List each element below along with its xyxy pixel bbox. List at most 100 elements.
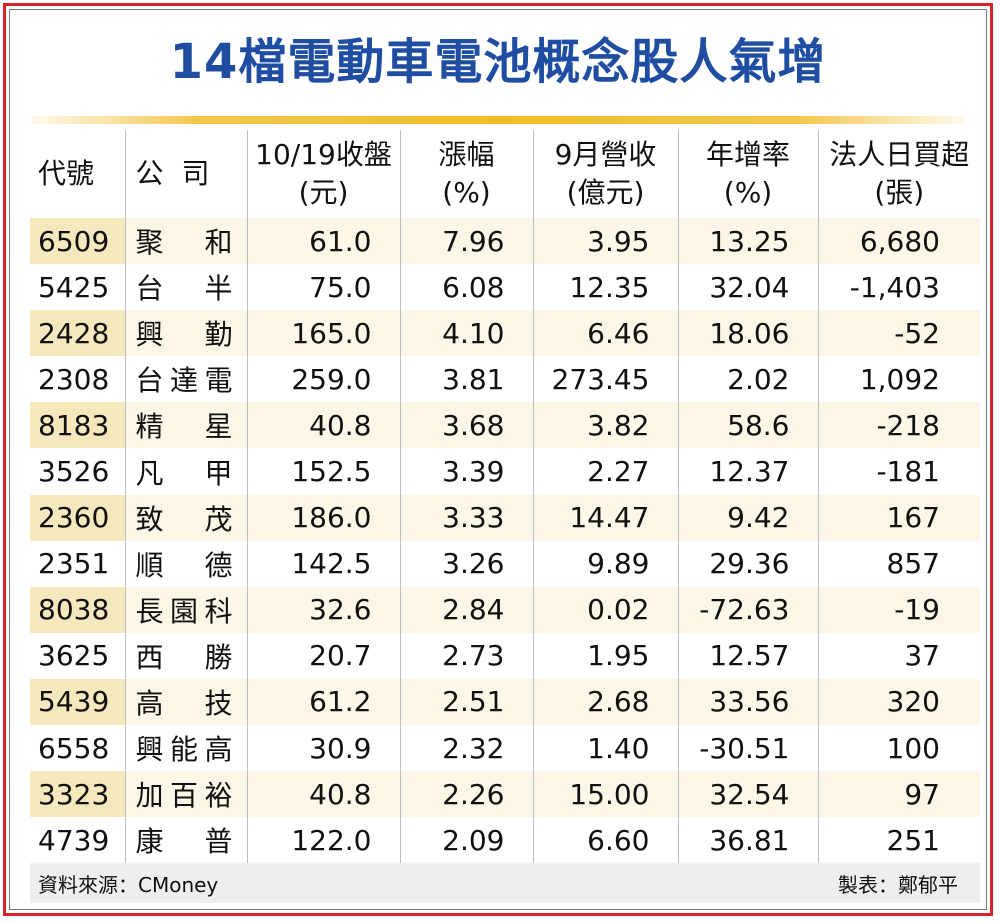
cell-close: 32.6	[247, 586, 401, 633]
table-row: 3526 凡甲 152.5 3.39 2.27 12.37 -181	[30, 448, 980, 495]
cell-company: 順德	[125, 540, 248, 587]
cell-company: 致茂	[125, 494, 248, 541]
cell-yoy: 13.25	[678, 218, 819, 265]
cell-revenue: 3.82	[533, 402, 679, 449]
table-row: 5425 台半 75.0 6.08 12.35 32.04 -1,403	[30, 264, 980, 311]
source-note: 資料來源：CMoney	[30, 863, 533, 904]
cell-institutional: 97	[818, 771, 980, 818]
maker-note: 製表：鄭郁平	[533, 863, 980, 904]
header-close-unit: (元)	[298, 176, 349, 209]
cell-change: 2.73	[400, 632, 534, 679]
cell-company: 台半	[125, 264, 248, 311]
cell-institutional: 1,092	[859, 362, 940, 396]
cell-close: 61.0	[247, 218, 401, 265]
cell-change: 6.08	[400, 264, 534, 311]
cell-yoy: 2.02	[678, 356, 819, 403]
outer-frame: 14檔電動車電池概念股人氣增 代號 公司 10/19收盤 (元) 漲幅 (%)	[3, 3, 993, 916]
cell-close: 152.5	[247, 448, 401, 495]
header-change: 漲幅 (%)	[400, 130, 534, 218]
cell-institutional: -52	[818, 310, 980, 357]
cell-company: 精星	[125, 402, 248, 449]
cell-institutional: -1,403	[849, 270, 940, 304]
footer-row: 資料來源：CMoney 製表：鄭郁平	[30, 863, 980, 904]
cell-change: 2.26	[400, 771, 534, 818]
cell-company: 長園科	[125, 586, 248, 633]
table-row: 4739 康普 122.0 2.09 6.60 36.81 251	[30, 817, 980, 864]
cell-revenue: 3.95	[533, 218, 679, 265]
header-code: 代號	[30, 130, 126, 218]
cell-change: 3.33	[400, 494, 534, 541]
cell-code: 2360	[30, 494, 126, 541]
cell-revenue: 1.40	[533, 725, 679, 772]
cell-code: 6509	[30, 218, 126, 265]
cell-close: 30.9	[247, 725, 401, 772]
table-row: 2308 台達電 259.0 3.81 273.45 2.02 1,092	[30, 356, 980, 403]
cell-yoy: 29.36	[678, 540, 819, 587]
cell-code: 3625	[30, 632, 126, 679]
cell-revenue: 6.60	[533, 817, 679, 864]
cell-yoy: -72.63	[678, 586, 819, 633]
title-divider	[30, 116, 966, 124]
header-revenue-title: 9月營收	[554, 138, 657, 171]
cell-change: 3.81	[400, 356, 534, 403]
header-yoy-unit: (%)	[723, 176, 773, 209]
cell-code: 3323	[30, 771, 126, 818]
cell-institutional: 320	[818, 678, 980, 726]
header-close: 10/19收盤 (元)	[247, 130, 401, 218]
table-row: 5439 高技 61.2 2.51 2.68 33.56 320	[30, 678, 980, 726]
cell-code: 6558	[30, 725, 126, 772]
cell-company: 興能高	[125, 725, 248, 772]
cell-close: 122.0	[247, 817, 401, 864]
table-row: 8038 長園科 32.6 2.84 0.02 -72.63 -19	[30, 586, 980, 633]
cell-change: 3.26	[400, 540, 534, 587]
cell-close: 75.0	[247, 264, 401, 311]
header-yoy-title: 年增率	[705, 138, 790, 171]
cell-revenue: 15.00	[533, 771, 679, 818]
cell-company: 高技	[125, 678, 248, 726]
cell-institutional: 857	[886, 547, 940, 581]
cell-yoy: 58.6	[678, 402, 819, 449]
cell-close: 61.2	[247, 678, 401, 726]
table-card: 14檔電動車電池概念股人氣增 代號 公司 10/19收盤 (元) 漲幅 (%)	[9, 9, 987, 910]
table-row: 6509 聚和 61.0 7.96 3.95 13.25 6,680	[30, 218, 980, 265]
cell-yoy: 33.56	[678, 678, 819, 726]
table-row: 3323 加百裕 40.8 2.26 15.00 32.54 97	[30, 771, 980, 818]
table-row: 2360 致茂 186.0 3.33 14.47 9.42 167	[30, 494, 980, 541]
stock-table: 代號 公司 10/19收盤 (元) 漲幅 (%) 9月營收 (億元)	[30, 130, 980, 904]
cell-institutional: 6,680	[818, 218, 980, 265]
cell-revenue: 273.45	[533, 356, 679, 403]
header-institutional-unit: (張)	[874, 176, 925, 209]
cell-close: 40.8	[247, 771, 401, 818]
table-row: 6558 興能高 30.9 2.32 1.40 -30.51 100	[30, 725, 980, 772]
cell-code: 5439	[30, 678, 126, 726]
table-row: 3625 西勝 20.7 2.73 1.95 12.57 37	[30, 632, 980, 679]
page-title: 14檔電動車電池概念股人氣增	[169, 34, 827, 90]
cell-yoy: 36.81	[678, 817, 819, 864]
cell-close: 142.5	[247, 540, 401, 587]
cell-yoy: 32.54	[678, 771, 819, 818]
cell-company: 聚和	[125, 218, 248, 265]
table-row: 2351 順德 142.5 3.26 9.89 29.36 857	[30, 540, 980, 587]
cell-close: 165.0	[247, 310, 401, 357]
cell-institutional: 100	[886, 731, 940, 765]
cell-change: 2.32	[400, 725, 534, 772]
table-row: 2428 興勤 165.0 4.10 6.46 18.06 -52	[30, 310, 980, 357]
cell-change: 4.10	[400, 310, 534, 357]
cell-revenue: 1.95	[533, 632, 679, 679]
cell-revenue: 6.46	[533, 310, 679, 357]
cell-change: 7.96	[400, 218, 534, 265]
header-company: 公司	[125, 130, 248, 218]
cell-revenue: 2.27	[533, 448, 679, 495]
cell-company: 台達電	[125, 356, 248, 403]
cell-yoy: 32.04	[678, 264, 819, 311]
cell-close: 186.0	[247, 494, 401, 541]
cell-code: 5425	[30, 264, 126, 311]
cell-code: 2428	[30, 310, 126, 357]
header-yoy: 年增率 (%)	[678, 130, 819, 218]
cell-yoy: 18.06	[678, 310, 819, 357]
cell-change: 3.39	[400, 448, 534, 495]
header-row: 代號 公司 10/19收盤 (元) 漲幅 (%) 9月營收 (億元)	[30, 130, 980, 218]
cell-revenue: 0.02	[533, 586, 679, 633]
cell-institutional: -218	[818, 402, 980, 449]
cell-code: 4739	[30, 817, 126, 864]
